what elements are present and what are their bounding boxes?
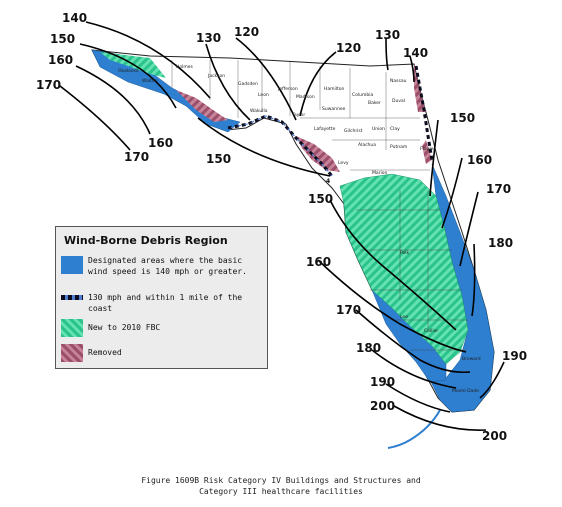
county-label: Madison	[296, 94, 315, 100]
county-label: Jefferson	[277, 86, 298, 92]
contour-label: 170	[486, 182, 511, 196]
coastal-130-line-overlay	[227, 115, 333, 177]
county-label: Walton	[142, 78, 158, 84]
contour-label: 130	[375, 28, 400, 42]
caption-line: Figure 1609B Risk Category IV Buildings …	[141, 476, 421, 485]
contour-label: 170	[124, 150, 149, 164]
legend-text: New to 2010 FBC	[88, 323, 161, 332]
contour-label: 170	[36, 78, 61, 92]
county-label: Baker	[368, 100, 381, 106]
legend-title: Wind-Borne Debris Region	[64, 234, 228, 247]
contour-label: 180	[356, 341, 381, 355]
county-label: Leon	[258, 92, 269, 98]
county-label: Putnam	[390, 144, 407, 150]
county-label: Jackson	[207, 73, 225, 79]
red-hatch-swatch	[61, 344, 83, 362]
county-label: Collier	[424, 328, 438, 334]
county-label: Gadsden	[238, 81, 258, 87]
dashed-line-swatch	[61, 295, 83, 300]
east-coast-removed-area	[422, 140, 432, 164]
peninsula-new-area	[339, 173, 469, 365]
contour-label: 200	[370, 399, 395, 413]
legend: Wind-Borne Debris Region Designated area…	[55, 226, 268, 369]
county-label: Alachua	[358, 142, 376, 148]
county-label: Union	[372, 126, 385, 132]
marker-label: 4	[326, 178, 330, 185]
county-boundaries	[171, 60, 468, 351]
county-label: Holmes	[176, 64, 194, 70]
legend-text: 130 mph and within 1 mile of the coast	[88, 293, 243, 313]
contour-label: 190	[502, 349, 527, 363]
coastal-130-line-ne	[414, 65, 434, 161]
contour-label: 160	[306, 255, 331, 269]
contour-label: 190	[370, 375, 395, 389]
northeast-removed-area	[414, 64, 426, 112]
county-label: Duval	[392, 98, 405, 104]
contour-label: 140	[403, 46, 428, 60]
contour-label: 150	[450, 111, 475, 125]
county-label: Columbia	[352, 92, 373, 98]
contour-label: 140	[62, 11, 87, 25]
legend-text: Designated areas where the basic wind sp…	[88, 256, 247, 276]
green-hatch-swatch	[61, 319, 83, 337]
contour-label: 180	[488, 236, 513, 250]
county-label: Broward	[462, 356, 481, 362]
county-label: Lee	[400, 314, 408, 320]
contour-label: 150	[206, 152, 231, 166]
contour-label: 150	[50, 32, 75, 46]
contour-label: 160	[148, 136, 173, 150]
caption-line: Category III healthcare facilities	[199, 487, 363, 496]
county-label: Marion	[372, 170, 387, 176]
county-label: Taylor	[291, 112, 305, 118]
county-label: Wakulla	[250, 108, 268, 114]
county-label: Lafayette	[314, 126, 336, 132]
panhandle-removed-area	[176, 90, 228, 122]
county-label-group: Holmes Jackson Gadsden Leon Jefferson Ma…	[118, 64, 481, 394]
figure-caption: Figure 1609B Risk Category IV Buildings …	[0, 475, 562, 497]
contour-label-group: 140 150 160 170 130 120 120 130 140 160 …	[36, 11, 527, 443]
county-label: Miami-Dade	[452, 388, 479, 394]
contour-label: 170	[336, 303, 361, 317]
county-label: Hamilton	[324, 86, 345, 92]
blue-swatch	[61, 256, 83, 274]
contour-label: 160	[48, 53, 73, 67]
county-label: Nassau	[390, 78, 407, 84]
contour-label: 130	[196, 31, 221, 45]
county-label: Clay	[390, 126, 400, 132]
bigbend-removed-area	[296, 136, 340, 172]
contour-label: 120	[336, 41, 361, 55]
county-label: Gilchrist	[344, 128, 363, 134]
contour-label: 200	[482, 429, 507, 443]
coastal-130-line	[227, 114, 334, 177]
contour-label: 150	[308, 192, 333, 206]
county-label: Levy	[338, 160, 349, 166]
florida-keys	[387, 409, 441, 449]
contour-label: 120	[234, 25, 259, 39]
county-label: Suwannee	[322, 106, 346, 112]
wind-speed-contours	[59, 21, 505, 431]
county-label: Okaloosa	[118, 68, 139, 74]
legend-text: Removed	[88, 348, 122, 357]
contour-label: 160	[467, 153, 492, 167]
county-label: Polk	[400, 250, 410, 256]
county-label: Flagler	[420, 146, 435, 152]
